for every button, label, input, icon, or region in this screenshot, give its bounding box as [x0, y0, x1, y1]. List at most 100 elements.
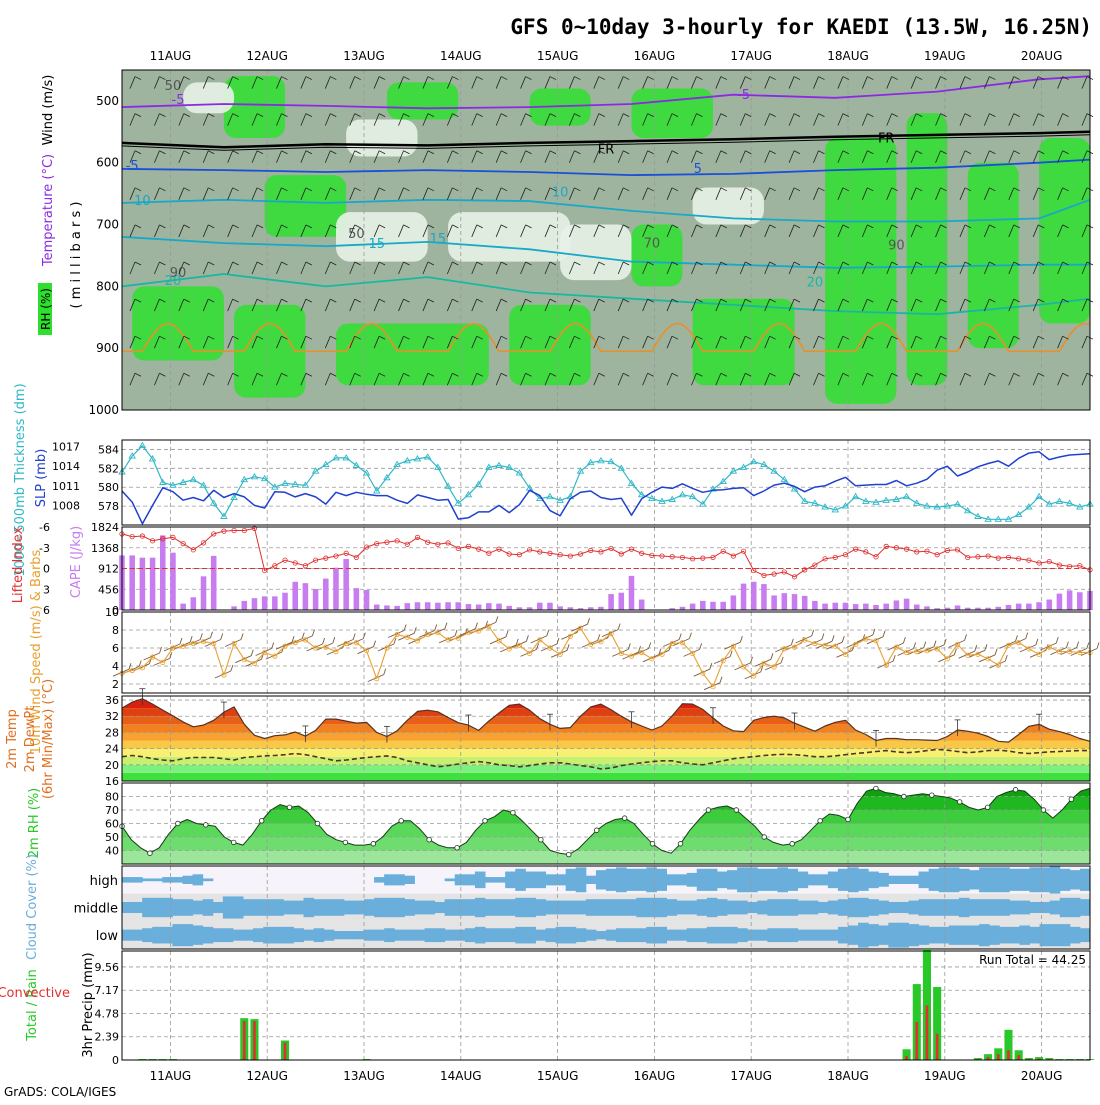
cloud-high-bar [737, 867, 748, 892]
cloud-low-bar [152, 927, 163, 944]
cloud-low-bar [858, 923, 869, 948]
cloud-middle-bar [1019, 901, 1030, 915]
cloud-high-bar [858, 869, 869, 891]
cape-bar [547, 603, 553, 610]
cloud-middle-bar [243, 899, 254, 916]
x-tick-label-bottom: 18AUG [827, 1069, 869, 1083]
cloud-high-bar [979, 867, 990, 892]
cloud-middle-bar [586, 899, 597, 916]
contour-label: -5 [126, 159, 139, 174]
cloud-low-bar [616, 928, 627, 942]
contour-label: FR [598, 142, 615, 157]
chart-title: GFS 0~10day 3-hourly for KAEDI (13.5W, 1… [510, 15, 1092, 39]
cloud-low-bar [888, 923, 899, 948]
cloud-high-bar [626, 869, 637, 891]
cloud-low-bar [515, 927, 526, 944]
contour-label: -5 [737, 88, 750, 103]
cloud-high-bar [667, 874, 678, 885]
x-tick-label-bottom: 12AUG [246, 1069, 288, 1083]
cloud-low-bar [636, 928, 647, 942]
cape-bar [731, 595, 737, 610]
cape-bar [343, 559, 349, 610]
cape-bar [1046, 600, 1052, 610]
rh-point [539, 837, 544, 842]
cloud-middle-bar [455, 899, 466, 916]
rh-point [203, 823, 208, 828]
cloud-high-bar [959, 869, 970, 891]
cloud-low-bar [122, 930, 133, 941]
rh-moist-patch [265, 175, 347, 237]
cloud-high-bar [203, 878, 214, 881]
cloud-low-bar [707, 927, 718, 944]
cloud-middle-bar [505, 899, 516, 916]
cloud-middle-bar [707, 898, 718, 917]
y-tick-label: 50 [105, 831, 119, 844]
y-tick-label: 700 [96, 218, 119, 232]
cloud-middle-bar [777, 899, 788, 916]
x-tick-label-top: 17AUG [730, 49, 772, 63]
cloud-high-bar [485, 877, 496, 883]
cape-bar [1006, 605, 1012, 610]
cloud-middle-bar [304, 898, 315, 917]
cloud-middle-bar [1080, 899, 1091, 916]
cape-bar [425, 602, 431, 610]
cloud-low-bar [737, 928, 748, 942]
rh-point [762, 835, 767, 840]
cloud-high-bar [505, 872, 516, 889]
cloud-middle-bar [374, 898, 385, 917]
contour-label: 15 [368, 237, 385, 252]
cloud-high-bar [1050, 866, 1061, 894]
cape-bar [812, 601, 818, 610]
cloud-middle-bar [525, 898, 536, 917]
rh-point [231, 840, 236, 845]
y-tick-label-left: 6 [43, 604, 50, 617]
cloud-high-bar [465, 874, 476, 885]
rh-point [734, 808, 739, 813]
rh-moist-patch [693, 299, 795, 386]
cape-bar [751, 582, 757, 610]
cloud-middle-bar [556, 901, 567, 915]
y-tick-label-right: 1824 [91, 521, 119, 534]
cape-bar [242, 601, 248, 610]
y-tick-label-right: 1368 [91, 542, 119, 555]
cloud-low-bar [193, 925, 204, 944]
cape-bar [252, 598, 258, 610]
cloud-high-bar [697, 869, 708, 891]
rh-point [566, 852, 571, 857]
cloud-low-bar [162, 927, 173, 944]
rh-point [929, 793, 934, 798]
cloud-low-bar [838, 927, 849, 944]
cloud-middle-bar [193, 901, 204, 915]
cloud-middle-bar [757, 901, 768, 915]
y-tick-label: 4.78 [95, 1007, 120, 1020]
cloud-low-bar [596, 931, 607, 939]
rh-moist-patch [224, 76, 285, 138]
x-tick-label-top: 18AUG [827, 49, 869, 63]
contour-label: 10 [134, 194, 151, 209]
precip-convective-bar [905, 1056, 908, 1060]
cloud-middle-bar [969, 899, 980, 916]
cloud-low-bar [566, 927, 577, 944]
cape-bar [231, 606, 237, 610]
cloud-low-bar [253, 928, 264, 942]
rh-point [874, 786, 879, 791]
y-tick-label: 36 [105, 694, 119, 707]
x-tick-label-top: 12AUG [246, 49, 288, 63]
cloud-high-bar [374, 877, 385, 883]
cloud-high-bar [646, 867, 657, 892]
cloud-low-bar [909, 924, 920, 946]
cloud-middle-bar [485, 899, 496, 916]
cloud-middle-bar [535, 899, 546, 916]
footer-credit: GrADS: COLA/IGES [4, 1085, 116, 1099]
x-tick-label-bottom: 15AUG [537, 1069, 579, 1083]
y-tick-label: 6 [112, 642, 119, 655]
cloud-low-bar [435, 928, 446, 942]
cloud-low-bar [1030, 927, 1041, 944]
rh-point [483, 819, 488, 824]
cloud-low-bar [818, 930, 829, 941]
cloud-low-bar [425, 928, 436, 942]
cloud-low-bar [183, 924, 194, 946]
cape-bar [832, 603, 838, 610]
cape-bar [883, 604, 889, 610]
